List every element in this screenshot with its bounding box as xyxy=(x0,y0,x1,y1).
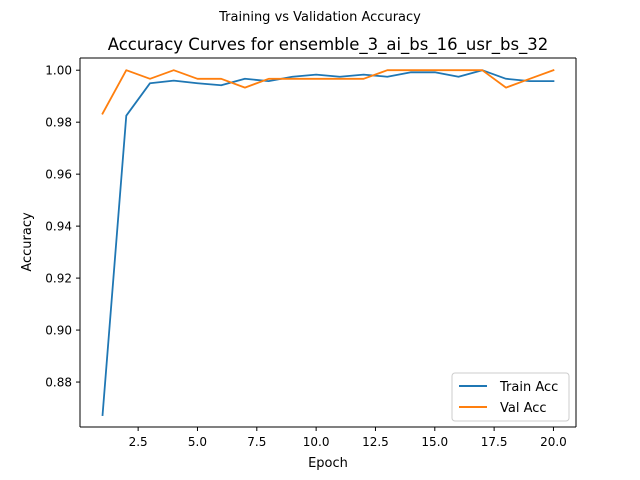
y-tick-label: 0.96 xyxy=(45,168,72,182)
y-tick-label: 0.90 xyxy=(45,324,72,338)
y-axis-label: Accuracy xyxy=(20,212,35,272)
y-tick-label: 0.92 xyxy=(45,272,72,286)
x-axis-label: Epoch xyxy=(308,456,348,471)
legend: Train Acc Val Acc xyxy=(451,372,570,422)
plot-area xyxy=(80,58,576,427)
y-tick-label: 0.98 xyxy=(45,116,72,130)
legend-label-train: Train Acc xyxy=(499,380,558,395)
x-tick-label: 12.5 xyxy=(362,435,389,449)
x-tick-label: 2.5 xyxy=(129,435,148,449)
x-tick-label: 20.0 xyxy=(540,435,567,449)
y-tick-label: 0.88 xyxy=(45,376,72,390)
x-tick-label: 17.5 xyxy=(481,435,508,449)
series-layer xyxy=(101,69,555,417)
series-line-train-acc xyxy=(101,69,555,417)
x-tick-label: 15.0 xyxy=(421,435,448,449)
plot-frame xyxy=(79,57,577,428)
y-tick-label: 0.94 xyxy=(45,220,72,234)
chart-title: Accuracy Curves for ensemble_3_ai_bs_16_… xyxy=(108,35,549,55)
series-line-val-acc xyxy=(101,69,555,115)
figure-suptitle: Training vs Validation Accuracy xyxy=(218,10,421,25)
x-tick-label: 7.5 xyxy=(247,435,266,449)
x-tick-label: 5.0 xyxy=(188,435,207,449)
x-axis-ticks: 2.5 5.0 7.5 10.0 12.5 15.0 17.5 20.0 xyxy=(129,427,567,449)
legend-label-val: Val Acc xyxy=(500,401,547,416)
y-axis-ticks: 0.88 0.90 0.92 0.94 0.96 0.98 1.00 xyxy=(45,64,80,390)
y-tick-label: 1.00 xyxy=(45,64,72,78)
x-tick-label: 10.0 xyxy=(303,435,330,449)
